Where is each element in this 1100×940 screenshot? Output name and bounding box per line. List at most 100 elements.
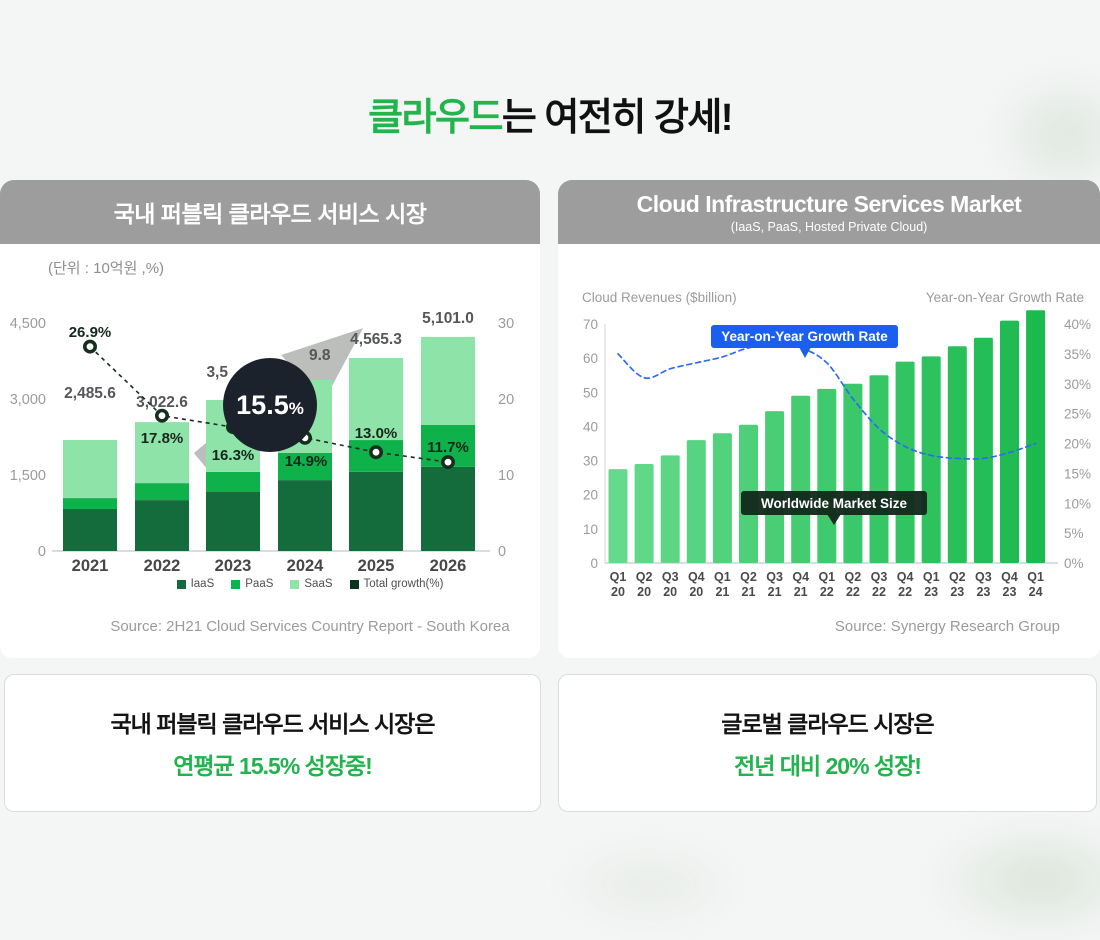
growth-label-2021: 26.9%	[69, 324, 112, 341]
bar-Q4-20	[686, 440, 706, 563]
tooltip-market-size-label: Worldwide Market Size	[761, 496, 908, 511]
xlabel-year: 22	[820, 585, 834, 599]
tooltip-growth-rate-label: Year-on-Year Growth Rate	[721, 329, 888, 344]
right-ytick-right-20: 20%	[1064, 437, 1091, 452]
legend-swatch	[290, 579, 300, 589]
bar-2021-iaas	[63, 508, 117, 551]
xlabel-year: 20	[689, 585, 703, 599]
right-chart-body: Cloud Revenues ($billion) Year-on-Year G…	[558, 244, 1100, 658]
right-ytick-right-30: 30%	[1064, 377, 1091, 392]
right-chart-title: Cloud Infrastructure Services Market	[636, 190, 1022, 217]
xlabel-year: 23	[924, 585, 938, 599]
left-chart-source: Source: 2H21 Cloud Services Country Repo…	[110, 618, 510, 635]
bar-Q2-20	[634, 464, 654, 563]
infographic-page: { "page": { "background": "#f4f5f5", "ac…	[0, 70, 1100, 940]
left-chart-legend: IaaS PaaS SaaS Total growth(%)	[90, 578, 530, 590]
bar-Q1-21	[712, 433, 732, 563]
right-ytick-right-25: 25%	[1064, 407, 1091, 422]
total-label-2026: 5,101.0	[422, 310, 474, 327]
legend-label: Total growth(%)	[363, 578, 444, 590]
legend-label: IaaS	[190, 578, 215, 590]
summary-korea-line1: 국내 퍼블릭 클라우드 서비스 시장은	[110, 711, 436, 737]
global-cloud-chart-card: Cloud Infrastructure Services Market (Ia…	[558, 180, 1100, 658]
xlabel-year: 22	[846, 585, 860, 599]
total-label-2023: 3,5	[206, 364, 228, 381]
cloud-infrastructure-bar-chart: 70 60 50 40 30 20 10 0 40% 35% 30% 25% 20% 15% 10% 5% 0%…	[583, 310, 1091, 599]
bar-Q4-22	[895, 361, 915, 563]
legend-swatch	[349, 579, 359, 589]
growth-label-2022: 17.8%	[141, 430, 184, 447]
left-ytick-left: 3,000	[10, 392, 46, 408]
bar-Q3-23	[973, 337, 993, 563]
right-ytick-left-60: 60	[583, 351, 598, 366]
legend-item-total-growth---: Total growth(%)	[349, 578, 444, 590]
xlabel-year: 22	[872, 585, 886, 599]
right-chart-source: Source: Synergy Research Group	[834, 618, 1060, 635]
xlabel-year: 22	[898, 585, 912, 599]
bar-2023-paas	[206, 472, 260, 492]
cagr-badge-label: 15.5%	[236, 390, 304, 420]
bar-2025-iaas	[349, 472, 403, 551]
xlabel-year: 21	[794, 585, 808, 599]
bar-2021-paas	[63, 498, 117, 509]
bar-Q1-20	[608, 469, 628, 563]
xlabel-quarter: Q2	[949, 570, 966, 584]
right-chart-axis-title-right: Year-on-Year Growth Rate	[925, 290, 1084, 305]
right-ytick-left-70: 70	[583, 317, 598, 332]
xlabel-quarter: Q3	[662, 570, 679, 584]
bar-Q2-22	[843, 383, 863, 564]
xlabel-2021: 2021	[72, 557, 109, 575]
yoy-growth-line	[617, 344, 1037, 460]
growth-point-2025	[368, 445, 383, 460]
legend-label: SaaS	[304, 578, 333, 590]
left-ytick-right: 20	[498, 392, 514, 408]
xlabel-2023: 2023	[215, 557, 252, 575]
right-ytick-right-40: 40%	[1064, 317, 1091, 332]
bar-2026-saas	[421, 336, 475, 425]
tooltip-growth-rate-pointer	[799, 347, 811, 358]
growth-label-2024: 14.9%	[285, 453, 328, 470]
xlabel-year: 20	[637, 585, 651, 599]
xlabel-quarter: Q1	[818, 570, 835, 584]
bar-Q4-23	[1000, 320, 1019, 563]
right-ytick-right-15: 15%	[1064, 466, 1091, 481]
total-label-2021: 2,485.6	[64, 385, 116, 402]
xlabel-quarter: Q4	[897, 570, 914, 584]
left-chart-body: (단위 : 10억원 ,%) 4,500 3,000 1,500 0 30 20 10 0 20…	[0, 244, 540, 658]
korea-cloud-stacked-bar-chart: 4,500 3,000 1,500 0 30 20 10 0 2021 2022 2023 2024 2…	[10, 310, 514, 575]
xlabel-quarter: Q3	[766, 570, 783, 584]
korea-cloud-chart-card: 국내 퍼블릭 클라우드 서비스 시장 (단위 : 10억원 ,%) 4,500 3…	[0, 180, 540, 658]
xlabel-quarter: Q4	[792, 570, 809, 584]
xlabel-quarter: Q4	[1001, 570, 1018, 584]
tooltip-market-size-box	[741, 491, 927, 515]
bar-Q1-22	[817, 388, 837, 563]
right-ytick-right-10: 10%	[1064, 496, 1091, 511]
decor-blob-bottom-right	[930, 820, 1100, 940]
right-chart-axis-title-left: Cloud Revenues ($billion)	[582, 290, 737, 305]
xlabel-year: 23	[976, 585, 990, 599]
right-ytick-left-10: 10	[583, 522, 598, 537]
xlabel-year: 24	[1029, 585, 1043, 599]
xlabel-2025: 2025	[358, 557, 395, 575]
right-ytick-right-35: 35%	[1064, 347, 1091, 362]
legend-item-iaas: IaaS	[176, 578, 215, 590]
xlabel-quarter: Q1	[923, 570, 940, 584]
right-ytick-right-0: 0%	[1064, 556, 1084, 571]
right-chart-header: Cloud Infrastructure Services Market (Ia…	[558, 180, 1100, 244]
growth-point-2021	[83, 339, 98, 354]
summary-korea-line2: 연평균 15.5% 성장중!	[173, 753, 373, 779]
bar-Q4-21	[791, 395, 811, 563]
bar-2024-paas	[278, 453, 332, 481]
unit-note: (단위 : 10억원 ,%)	[48, 260, 165, 277]
growth-label-2023: 16.3%	[212, 447, 255, 464]
page-title: 클라우드는 여전히 강세!	[0, 86, 1100, 141]
xlabel-quarter: Q2	[636, 570, 653, 584]
growth-label-2025: 13.0%	[355, 425, 398, 442]
right-ytick-right-5: 5%	[1064, 526, 1084, 541]
right-ytick-left-40: 40	[583, 419, 598, 434]
bar-Q3-21	[765, 411, 785, 563]
summary-global-line1: 글로벌 클라우드 시장은	[721, 711, 934, 737]
page-title-rest: 는 여전히 강세!	[501, 97, 734, 139]
left-ytick-right: 10	[498, 468, 514, 484]
decor-blob-bottom-center	[560, 840, 740, 930]
